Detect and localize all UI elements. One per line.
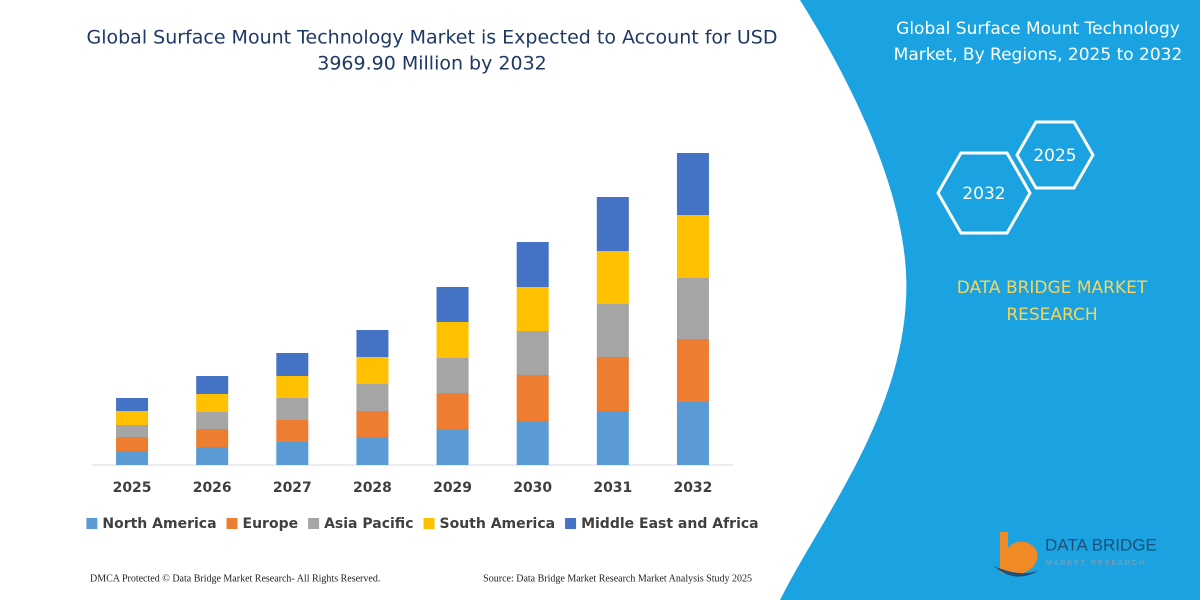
bar-segment bbox=[276, 353, 309, 376]
logo-mark bbox=[994, 566, 1040, 577]
legend-swatch bbox=[565, 518, 577, 529]
bar-segment bbox=[276, 442, 309, 465]
brand-text: RESEARCH bbox=[1006, 305, 1097, 325]
bar-segment bbox=[356, 330, 389, 357]
bar-segment bbox=[356, 357, 389, 384]
bar-segment bbox=[596, 197, 629, 251]
legend-label: South America bbox=[440, 516, 556, 532]
panel-title: Market, By Regions, 2025 to 2032 bbox=[894, 45, 1183, 65]
bar-segment bbox=[436, 429, 469, 465]
logo: DATA BRIDGE MARKET RESEARCH bbox=[994, 532, 1157, 577]
legend-swatch bbox=[308, 518, 320, 529]
legend-swatch bbox=[226, 518, 238, 529]
legend-swatch bbox=[423, 518, 435, 529]
bar-segment bbox=[436, 322, 469, 358]
bar-segment bbox=[676, 215, 709, 278]
bar-segment bbox=[596, 251, 629, 304]
logo-mark bbox=[1000, 532, 1038, 575]
bar-segment bbox=[196, 447, 229, 465]
bar-segment bbox=[356, 384, 389, 411]
chart-title: 3969.90 Million by 2032 bbox=[317, 53, 547, 75]
bar-segment bbox=[516, 375, 549, 421]
bar-segment bbox=[276, 376, 309, 398]
x-tick-label: 2029 bbox=[433, 480, 472, 496]
bar-segment bbox=[436, 393, 469, 429]
bar-segment bbox=[116, 425, 149, 437]
bar-segment bbox=[116, 411, 149, 425]
logo-subtext: MARKET RESEARCH bbox=[1046, 560, 1146, 567]
hexagon-label: 2025 bbox=[1033, 146, 1076, 166]
x-tick-label: 2031 bbox=[593, 480, 632, 496]
bar-segment bbox=[596, 304, 629, 357]
bar-segment bbox=[196, 376, 229, 394]
bar-segment bbox=[676, 339, 709, 402]
bar-segment bbox=[516, 287, 549, 331]
legend-swatch bbox=[86, 518, 98, 529]
bar-segment bbox=[276, 420, 309, 442]
bar-segment bbox=[516, 331, 549, 375]
bar-segment bbox=[596, 411, 629, 465]
bar-segment bbox=[596, 357, 629, 411]
bar-segment bbox=[196, 412, 229, 429]
bar-segment bbox=[676, 153, 709, 215]
chart-title: Global Surface Mount Technology Market i… bbox=[86, 27, 777, 49]
bar-segment bbox=[356, 437, 389, 465]
x-tick-label: 2025 bbox=[113, 480, 152, 496]
legend-label: Europe bbox=[243, 516, 299, 532]
footer-right: Source: Data Bridge Market Research Mark… bbox=[483, 573, 752, 584]
bar-segment bbox=[116, 451, 149, 465]
x-tick-label: 2028 bbox=[353, 480, 392, 496]
bar-segment bbox=[436, 358, 469, 393]
legend-label: Asia Pacific bbox=[324, 516, 413, 532]
bar-segment bbox=[516, 242, 549, 287]
x-tick-label: 2027 bbox=[273, 480, 312, 496]
hexagon-label: 2032 bbox=[962, 184, 1005, 204]
bar-segment bbox=[516, 421, 549, 465]
side-panel bbox=[780, 0, 1200, 600]
hexagon bbox=[1015, 120, 1095, 190]
bar-segment bbox=[676, 278, 709, 339]
bar-segment bbox=[436, 287, 469, 322]
legend-label: Middle East and Africa bbox=[581, 516, 759, 532]
bar-segment bbox=[356, 411, 389, 437]
bar-segment bbox=[196, 429, 229, 447]
bar-segment bbox=[196, 394, 229, 412]
x-tick-label: 2032 bbox=[673, 480, 712, 496]
x-tick-label: 2030 bbox=[513, 480, 552, 496]
legend-label: North America bbox=[102, 516, 216, 532]
bar-segment bbox=[276, 398, 309, 420]
brand-text: DATA BRIDGE MARKET bbox=[957, 278, 1148, 298]
bar-segment bbox=[116, 398, 149, 411]
x-tick-label: 2026 bbox=[193, 480, 232, 496]
logo-text: DATA BRIDGE bbox=[1045, 535, 1157, 554]
hexagon bbox=[936, 151, 1032, 235]
legend: North America Europe Asia Pacific South Ame… bbox=[86, 516, 759, 532]
bar-segment bbox=[676, 402, 709, 465]
bar-segment bbox=[116, 437, 149, 451]
footer-left: DMCA Protected © Data Bridge Market Rese… bbox=[90, 573, 380, 584]
plot: 2025 2026 2027 2028 2029 2030 2031 2032 bbox=[113, 153, 712, 496]
panel-title: Global Surface Mount Technology bbox=[896, 19, 1180, 39]
